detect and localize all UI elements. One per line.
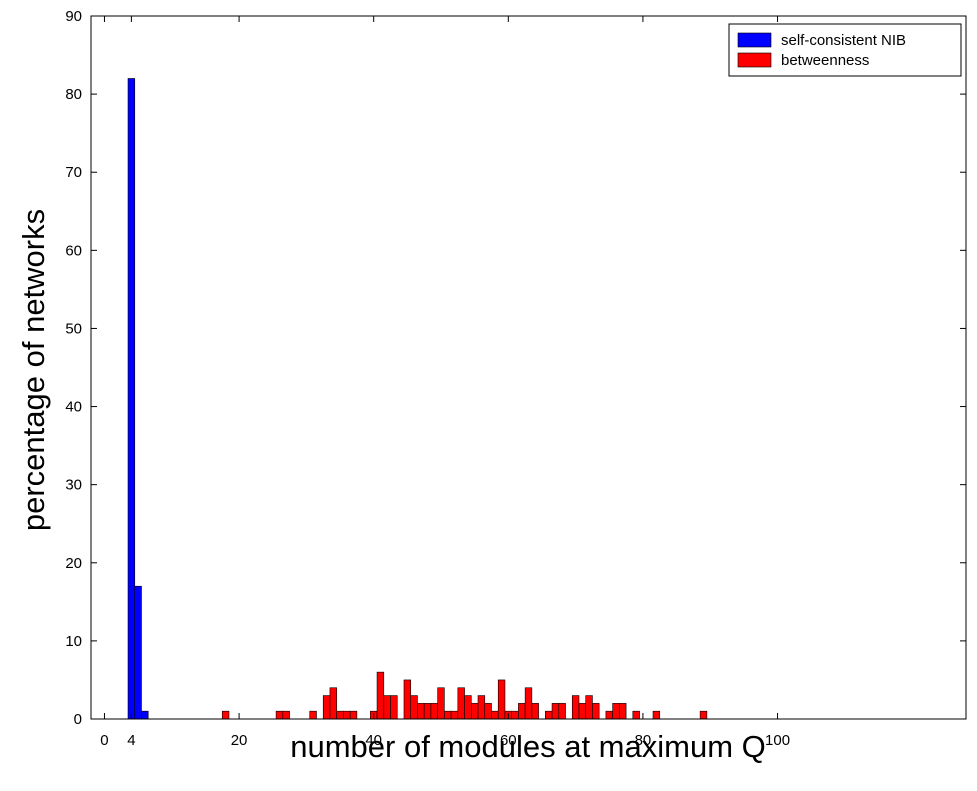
bar-betweenness-63	[524, 687, 533, 720]
bar-betweenness-45	[403, 679, 412, 720]
bar-betweenness-56	[477, 695, 486, 720]
y-tick-label: 60	[65, 242, 82, 259]
y-tick-label: 20	[65, 555, 82, 572]
x-tick-label: 20	[231, 732, 248, 749]
bar-betweenness-48	[423, 703, 432, 720]
bar-betweenness-50	[437, 687, 445, 720]
bar-betweenness-75	[605, 710, 613, 720]
bar-betweenness-66	[545, 710, 553, 720]
bar-betweenness-59	[497, 679, 506, 720]
bar-betweenness-57	[484, 703, 492, 720]
bar-betweenness-54	[464, 695, 472, 720]
x-axis: 0 4 20 40 60 80 100	[100, 16, 790, 749]
x-tick-label: 60	[500, 732, 517, 749]
bar-betweenness-43	[390, 695, 398, 720]
bar-betweenness-68	[558, 703, 566, 720]
bar-betweenness-31	[309, 710, 317, 720]
bar-betweenness-53	[457, 687, 465, 720]
bar-betweenness-77	[619, 703, 627, 720]
bar-betweenness-49	[430, 703, 438, 720]
bar-betweenness-67	[551, 703, 560, 720]
bar-betweenness-41	[376, 671, 385, 720]
legend-label: betweenness	[781, 52, 869, 69]
bar-betweenness-89	[699, 710, 708, 720]
bar-betweenness-64	[531, 703, 539, 720]
bar-betweenness-70	[571, 695, 580, 720]
y-tick-label: 30	[65, 477, 82, 494]
plot-frame	[90, 15, 967, 720]
bar-nib-6	[141, 710, 149, 720]
bar-betweenness-61	[511, 710, 519, 720]
x-tick-label: 100	[765, 732, 790, 749]
bar-betweenness-72	[585, 695, 593, 720]
x-axis-title: number of modules at maximum Q	[290, 729, 766, 764]
y-axis-title: percentage of networks	[16, 209, 51, 531]
bar-betweenness-37	[349, 710, 358, 720]
legend-swatch	[737, 32, 772, 48]
legend-label: self-consistent NIB	[781, 32, 906, 49]
legend-box	[728, 23, 962, 77]
bar-betweenness-33	[322, 695, 331, 720]
bar-betweenness-18	[221, 710, 230, 720]
bar-betweenness-27	[282, 710, 290, 720]
bar-betweenness-26	[275, 710, 284, 720]
y-tick-label: 80	[65, 86, 82, 103]
y-tick-label: 40	[65, 399, 82, 416]
y-axis: 0 10 20 30 40 50 60 70 80 90	[65, 8, 966, 728]
bar-betweenness-47	[417, 703, 425, 720]
bar-betweenness-82	[652, 710, 661, 720]
bar-betweenness-73	[592, 703, 600, 720]
bar-betweenness-46	[410, 695, 418, 720]
x-tick-label: 80	[635, 732, 652, 749]
bar-betweenness-42	[383, 695, 391, 720]
bar-betweenness-71	[578, 703, 587, 720]
y-tick-label: 90	[65, 8, 82, 25]
y-tick-label: 10	[65, 633, 82, 650]
bar-betweenness-62	[518, 703, 526, 720]
y-tick-label: 50	[65, 320, 82, 337]
bar-betweenness-52	[450, 710, 459, 720]
bar-betweenness-58	[491, 710, 499, 720]
bar-betweenness-76	[612, 703, 620, 720]
bar-nib-4	[127, 78, 136, 720]
x-tick-label: 0	[100, 732, 108, 749]
x-tick-label: 4	[127, 732, 135, 749]
bar-nib-5	[134, 585, 142, 720]
bars-group	[127, 78, 708, 720]
legend: self-consistent NIB betweenness	[728, 23, 962, 77]
bar-betweenness-35	[336, 710, 344, 720]
bar-betweenness-55	[470, 703, 479, 720]
y-tick-label: 0	[74, 711, 82, 728]
x-tick-label: 40	[365, 732, 382, 749]
bar-betweenness-34	[329, 687, 337, 720]
bar-betweenness-51	[444, 710, 452, 720]
y-tick-label: 70	[65, 164, 82, 181]
legend-swatch	[737, 52, 772, 68]
bar-betweenness-79	[632, 710, 640, 720]
bar-betweenness-36	[343, 710, 351, 720]
